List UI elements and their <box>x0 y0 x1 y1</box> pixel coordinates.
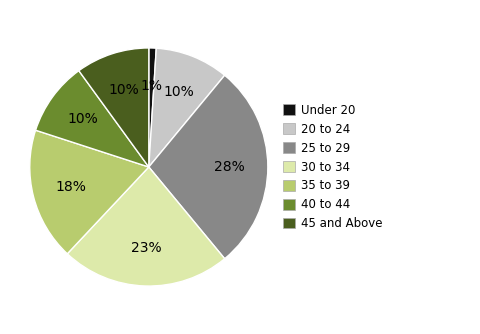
Text: 10%: 10% <box>108 83 139 97</box>
Wedge shape <box>79 48 149 167</box>
Text: 1%: 1% <box>140 79 162 93</box>
Wedge shape <box>149 48 156 167</box>
Text: 10%: 10% <box>163 85 194 99</box>
Wedge shape <box>36 71 149 167</box>
Wedge shape <box>149 48 225 167</box>
Text: 10%: 10% <box>68 113 99 127</box>
Wedge shape <box>149 75 268 259</box>
Wedge shape <box>67 167 225 286</box>
Text: 28%: 28% <box>215 160 245 174</box>
Text: 23%: 23% <box>131 241 162 255</box>
Legend: Under 20, 20 to 24, 25 to 29, 30 to 34, 35 to 39, 40 to 44, 45 and Above: Under 20, 20 to 24, 25 to 29, 30 to 34, … <box>280 100 386 234</box>
Wedge shape <box>30 130 149 254</box>
Text: 18%: 18% <box>55 180 86 194</box>
